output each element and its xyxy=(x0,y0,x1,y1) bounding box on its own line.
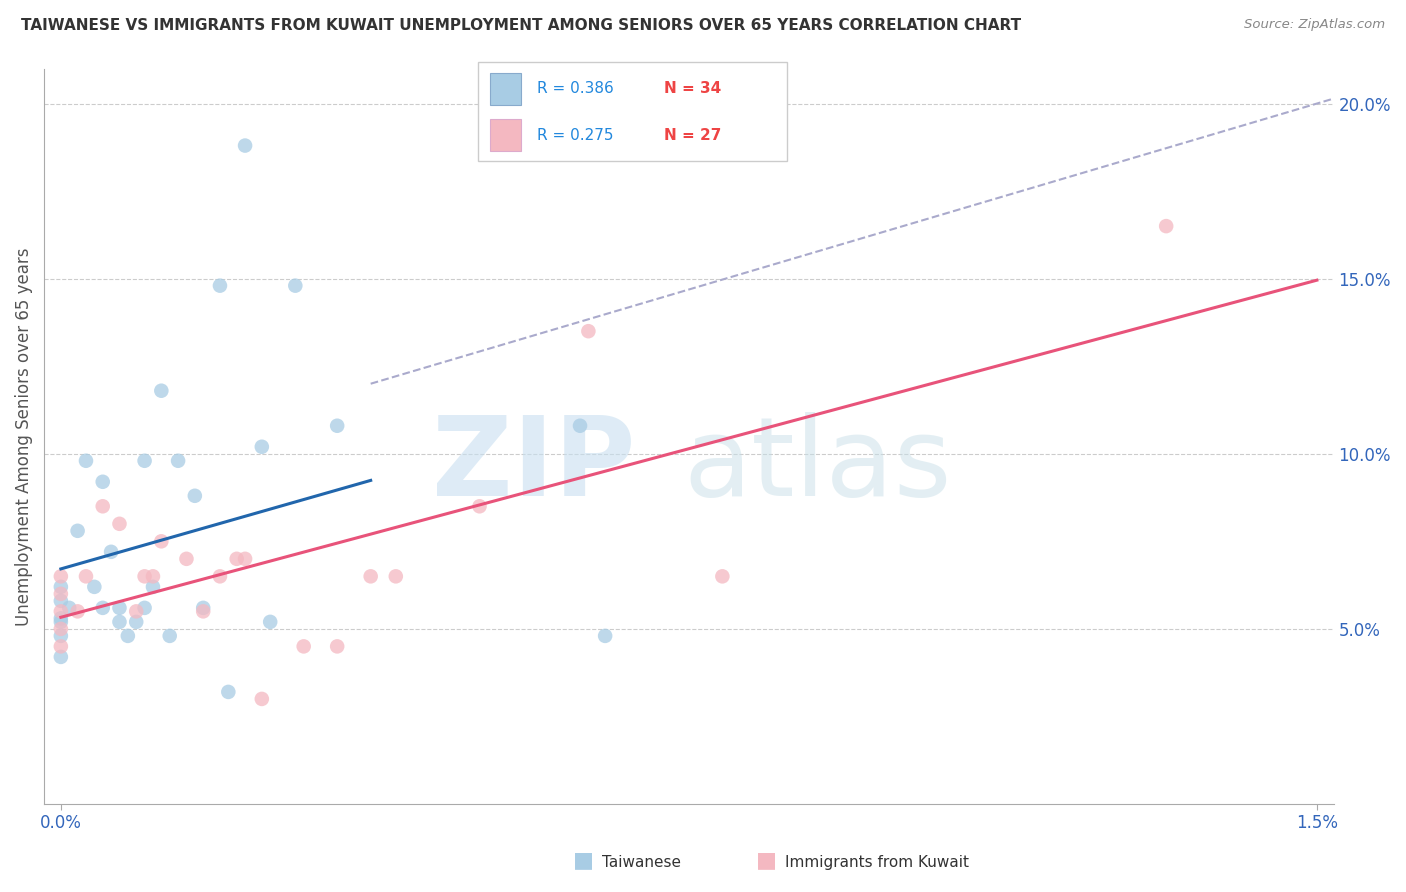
Point xyxy=(134,600,156,615)
Text: atlas: atlas xyxy=(683,412,952,519)
Point xyxy=(66,604,89,618)
Point xyxy=(49,587,72,601)
Text: Immigrants from Kuwait: Immigrants from Kuwait xyxy=(785,855,969,870)
Point xyxy=(117,629,139,643)
Point xyxy=(167,454,190,468)
Point xyxy=(108,600,131,615)
Point xyxy=(91,475,114,489)
Text: N = 27: N = 27 xyxy=(664,128,721,143)
Point xyxy=(360,569,382,583)
FancyBboxPatch shape xyxy=(491,73,522,104)
Text: N = 34: N = 34 xyxy=(664,81,721,96)
Point xyxy=(91,600,114,615)
FancyBboxPatch shape xyxy=(478,62,787,161)
Point xyxy=(100,545,122,559)
Point xyxy=(75,569,97,583)
Text: ■: ■ xyxy=(574,850,593,870)
Point xyxy=(49,594,72,608)
Point xyxy=(108,516,131,531)
Point xyxy=(225,551,247,566)
Point xyxy=(49,615,72,629)
Y-axis label: Unemployment Among Seniors over 65 years: Unemployment Among Seniors over 65 years xyxy=(15,247,32,625)
Point xyxy=(83,580,105,594)
Point xyxy=(385,569,408,583)
Point xyxy=(150,534,173,549)
Text: R = 0.275: R = 0.275 xyxy=(537,128,613,143)
Point xyxy=(284,278,307,293)
Point xyxy=(142,569,165,583)
Point xyxy=(326,640,349,654)
Point xyxy=(108,615,131,629)
Point xyxy=(250,692,273,706)
Point xyxy=(159,629,181,643)
Point xyxy=(66,524,89,538)
Point xyxy=(193,604,215,618)
FancyBboxPatch shape xyxy=(491,120,522,151)
Point xyxy=(326,418,349,433)
Point xyxy=(49,649,72,664)
Point xyxy=(150,384,173,398)
Point xyxy=(49,604,72,618)
Text: Source: ZipAtlas.com: Source: ZipAtlas.com xyxy=(1244,18,1385,31)
Point xyxy=(184,489,207,503)
Point xyxy=(208,278,231,293)
Point xyxy=(576,324,599,338)
Point xyxy=(134,454,156,468)
Point xyxy=(711,569,734,583)
Point xyxy=(49,611,72,625)
Point xyxy=(233,551,256,566)
Point xyxy=(193,600,215,615)
Text: ■: ■ xyxy=(756,850,776,870)
Point xyxy=(468,500,491,514)
Point xyxy=(217,685,239,699)
Point xyxy=(1154,219,1177,233)
Text: R = 0.386: R = 0.386 xyxy=(537,81,613,96)
Point xyxy=(233,138,256,153)
Point xyxy=(134,569,156,583)
Point xyxy=(49,640,72,654)
Point xyxy=(259,615,281,629)
Point xyxy=(91,500,114,514)
Point xyxy=(569,418,592,433)
Point xyxy=(142,580,165,594)
Point xyxy=(250,440,273,454)
Point xyxy=(593,629,616,643)
Point xyxy=(292,640,315,654)
Point xyxy=(75,454,97,468)
Text: ZIP: ZIP xyxy=(433,412,636,519)
Point xyxy=(208,569,231,583)
Point xyxy=(176,551,198,566)
Text: TAIWANESE VS IMMIGRANTS FROM KUWAIT UNEMPLOYMENT AMONG SENIORS OVER 65 YEARS COR: TAIWANESE VS IMMIGRANTS FROM KUWAIT UNEM… xyxy=(21,18,1021,33)
Text: Taiwanese: Taiwanese xyxy=(602,855,681,870)
Point xyxy=(49,622,72,636)
Point xyxy=(49,629,72,643)
Point xyxy=(49,580,72,594)
Point xyxy=(49,569,72,583)
Point xyxy=(125,604,148,618)
Point xyxy=(58,600,80,615)
Point xyxy=(125,615,148,629)
